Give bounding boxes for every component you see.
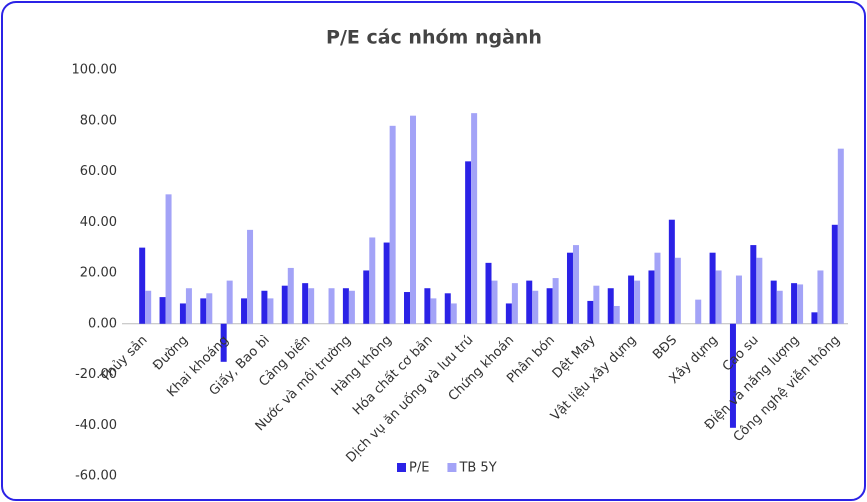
y-tick-label: -60.00 (75, 469, 117, 484)
bar (546, 288, 553, 324)
legend-swatch (447, 463, 457, 472)
bar (200, 298, 207, 324)
bar (750, 245, 757, 324)
bar (668, 219, 675, 324)
bar (811, 312, 818, 324)
bar (444, 293, 451, 324)
bar (729, 323, 736, 428)
bar (287, 267, 294, 324)
bar (424, 288, 431, 324)
bar (185, 288, 192, 324)
bar (145, 290, 152, 324)
chart-title: P/E các nhóm ngành (326, 27, 542, 49)
bar (607, 288, 614, 324)
bar (831, 224, 838, 324)
y-tick-label: -40.00 (75, 418, 117, 433)
bar (281, 285, 288, 324)
bar (267, 298, 274, 324)
bar (139, 247, 146, 324)
bar (471, 113, 478, 324)
bar (674, 257, 681, 324)
bar (526, 280, 533, 324)
bar (383, 242, 390, 324)
bar (532, 290, 539, 324)
bar (715, 270, 722, 324)
bar (587, 300, 594, 324)
bar (552, 278, 559, 324)
bar (709, 252, 716, 324)
bar (179, 303, 186, 324)
y-tick-label: 40.00 (80, 215, 117, 230)
bar (593, 285, 600, 324)
bar (328, 288, 335, 324)
y-tick-label: 80.00 (80, 113, 117, 128)
bar (220, 323, 227, 362)
bar (363, 270, 370, 324)
bar (735, 275, 742, 324)
bar (450, 303, 457, 324)
y-tick-label: -20.00 (75, 367, 117, 382)
bar (247, 229, 254, 324)
bar (485, 262, 492, 324)
bar (261, 290, 268, 324)
bar (756, 257, 763, 324)
legend-label: TB 5Y (458, 461, 496, 476)
bar (159, 297, 166, 324)
bar (654, 252, 661, 324)
bar (430, 298, 437, 324)
bar (505, 303, 512, 324)
bar (791, 283, 798, 324)
bar (302, 283, 309, 324)
bar (206, 293, 213, 324)
bar (404, 292, 411, 324)
legend-label: P/E (409, 461, 429, 476)
bar (695, 299, 702, 324)
bar (776, 290, 783, 324)
bar (634, 280, 641, 324)
y-tick-label: 20.00 (80, 266, 117, 281)
bar (465, 161, 472, 324)
bar (410, 115, 417, 324)
bar (165, 194, 172, 324)
y-tick-label: 0.00 (88, 316, 117, 331)
bar (342, 288, 349, 324)
bar (226, 280, 233, 324)
bar (369, 237, 376, 324)
bar (613, 305, 620, 324)
bar (308, 288, 315, 324)
bar (797, 284, 804, 324)
y-tick-label: 60.00 (80, 164, 117, 179)
bar (566, 252, 573, 324)
bar (241, 298, 248, 324)
bar (628, 275, 635, 324)
y-tick-label: 100.00 (72, 63, 118, 78)
bar (511, 283, 518, 324)
bar (837, 148, 844, 324)
bar (389, 125, 396, 324)
bar (572, 245, 579, 324)
legend-swatch (397, 463, 406, 472)
bar (348, 290, 355, 324)
bar (770, 280, 777, 324)
bar (491, 280, 498, 324)
bar (648, 270, 655, 324)
bar (817, 270, 824, 324)
